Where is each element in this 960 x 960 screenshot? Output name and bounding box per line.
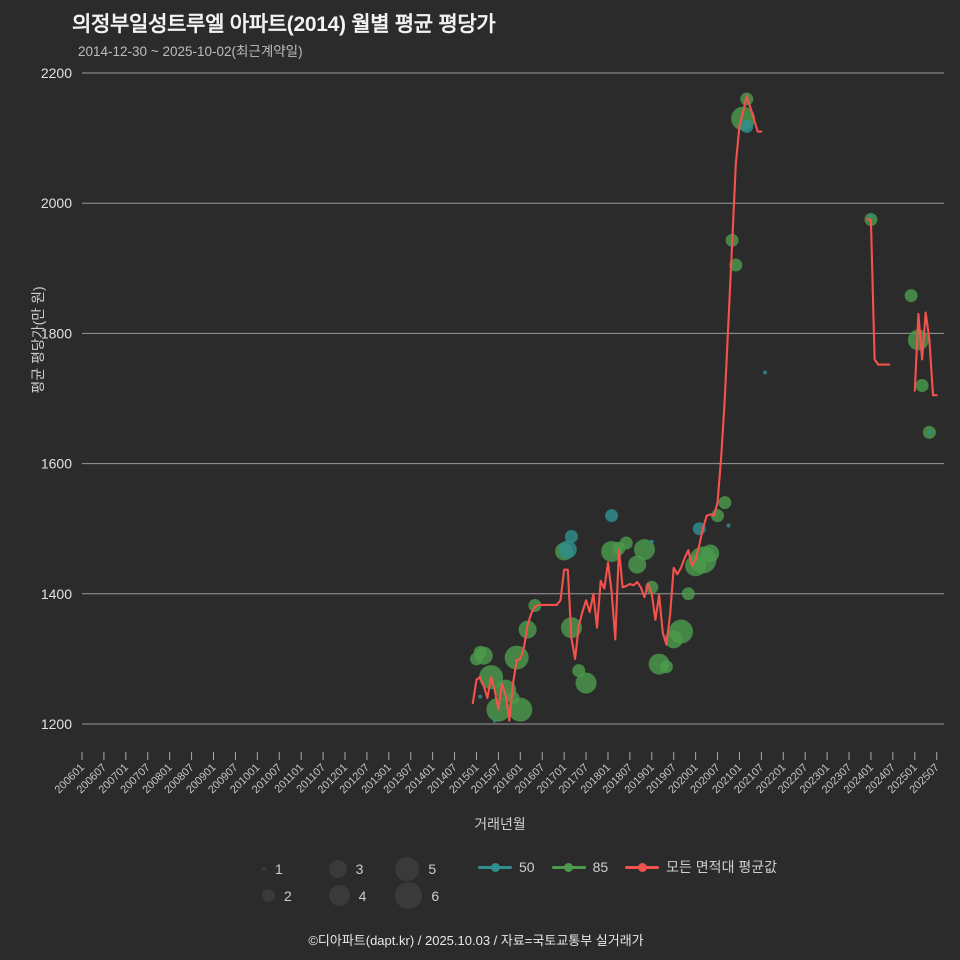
legend-marker-85 bbox=[551, 862, 586, 872]
bubble-size-legend: 1 3 5 2 4 bbox=[262, 855, 462, 909]
bubble-size-dot bbox=[395, 882, 423, 909]
x-axis-label: 거래년월 bbox=[0, 814, 960, 834]
legend-marker-50 bbox=[478, 862, 512, 872]
legend-item-50[interactable]: 50 bbox=[478, 859, 535, 875]
bubble-size-label: 3 bbox=[355, 860, 364, 877]
series-bubbles-50 bbox=[478, 119, 932, 723]
bubble-size-dot bbox=[395, 856, 420, 881]
legend-label-50: 50 bbox=[519, 859, 535, 875]
bubble-size-label: 2 bbox=[284, 887, 292, 904]
series-legend: 50 85 모든 면적대 평균값 bbox=[478, 857, 794, 877]
bubble-size-dot bbox=[262, 889, 275, 902]
bubble-size-legend-row: 2 4 6 bbox=[262, 882, 462, 909]
legend-marker-average bbox=[625, 862, 660, 872]
x-axis-label-text: 거래년월 bbox=[474, 816, 526, 832]
bubble-size-legend-row: 1 3 5 bbox=[262, 855, 462, 882]
bubble-size-item: 2 bbox=[262, 888, 329, 904]
chart-footer: ©디아파트(dapt.kr) / 2025.10.03 / 자료=국토교통부 실… bbox=[308, 933, 644, 948]
bubble-size-dot bbox=[328, 885, 350, 906]
svg-text:2000: 2000 bbox=[41, 195, 72, 211]
legend-label-average: 모든 면적대 평균값 bbox=[666, 859, 777, 875]
bubble-size-item: 3 bbox=[328, 859, 396, 878]
bubble-size-item: 5 bbox=[395, 856, 462, 881]
svg-text:1800: 1800 bbox=[41, 325, 72, 341]
series-line-모든 면적대 평균값 bbox=[471, 94, 938, 722]
svg-text:2200: 2200 bbox=[41, 65, 72, 81]
svg-text:1200: 1200 bbox=[41, 716, 72, 732]
bubble-size-label: 4 bbox=[358, 887, 367, 904]
bubble-size-item: 1 bbox=[262, 861, 329, 877]
legend-item-average[interactable]: 모든 면적대 평균값 bbox=[625, 857, 777, 877]
bubble-size-dot bbox=[262, 866, 266, 871]
svg-text:1400: 1400 bbox=[41, 586, 72, 602]
legend-item-85[interactable]: 85 bbox=[551, 859, 609, 875]
chart-subtitle: 2014-12-30 ~ 2025-10-02(최근계약일) bbox=[78, 44, 303, 59]
bubble-size-label: 5 bbox=[428, 860, 437, 877]
bubble-size-label: 6 bbox=[431, 887, 440, 904]
chart-title: 의정부일성트루엘 아파트(2014) 월별 평균 평당가 bbox=[72, 13, 496, 36]
bubble-size-label: 1 bbox=[275, 860, 283, 877]
series-bubbles-85 bbox=[469, 92, 936, 722]
bubble-size-item: 4 bbox=[328, 885, 396, 906]
legend-label-85: 85 bbox=[592, 859, 609, 875]
bubble-size-item: 6 bbox=[395, 882, 462, 909]
bubble-size-dot bbox=[328, 859, 347, 878]
chart-legend: 1 3 5 2 4 bbox=[0, 855, 960, 925]
svg-text:1600: 1600 bbox=[41, 456, 72, 472]
